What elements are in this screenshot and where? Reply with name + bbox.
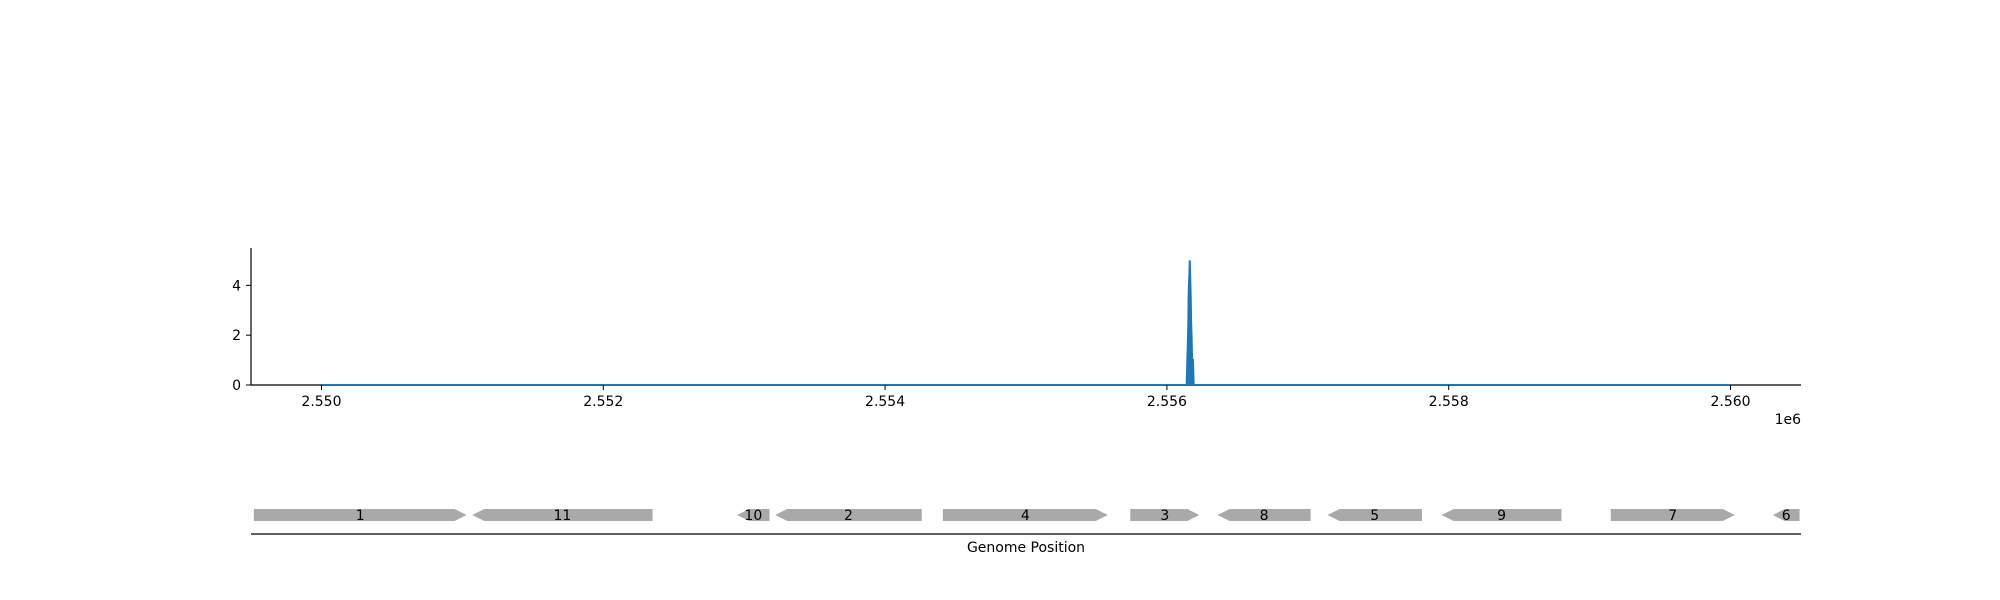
coverage-area bbox=[321, 260, 1731, 385]
x-axis-label: Genome Position bbox=[967, 540, 1085, 556]
coverage-plot: 2.550 2.552 2.554 2.556 2.558 2.560 0 2 4 1e6 bbox=[232, 248, 1801, 428]
y-tick-label: 0 bbox=[232, 378, 241, 394]
gene-arrow bbox=[1327, 509, 1422, 521]
x-tick-label: 2.558 bbox=[1429, 394, 1469, 410]
coverage-y-ticks: 0 2 4 bbox=[232, 278, 251, 394]
coverage-x-ticks: 2.550 2.552 2.554 2.556 2.558 2.560 bbox=[301, 385, 1751, 410]
gene-arrow bbox=[472, 509, 653, 521]
coverage-series bbox=[321, 260, 1731, 386]
gene-arrow bbox=[1217, 509, 1311, 521]
x-tick-label: 2.556 bbox=[1147, 394, 1187, 410]
y-tick-label: 4 bbox=[232, 278, 241, 294]
gene-label: 4 bbox=[1021, 508, 1030, 524]
x-tick-label: 2.550 bbox=[301, 394, 341, 410]
gene-arrow bbox=[1130, 509, 1200, 521]
coverage-line bbox=[321, 260, 1731, 386]
gene-arrow bbox=[253, 509, 467, 521]
gene-arrow bbox=[1441, 509, 1562, 521]
gene-label: 8 bbox=[1260, 508, 1269, 524]
gene-arrow bbox=[942, 509, 1108, 521]
gene-arrow bbox=[737, 509, 770, 521]
gene-label: 2 bbox=[844, 508, 853, 524]
gene-arrows: 1 11 10 2 4 3 8 5 9 7 6 bbox=[253, 508, 1800, 524]
gene-label: 10 bbox=[744, 508, 762, 524]
gene-arrow bbox=[775, 509, 922, 521]
gene-label: 7 bbox=[1668, 508, 1677, 524]
coverage-axes bbox=[250, 248, 1801, 386]
gene-label: 3 bbox=[1160, 508, 1169, 524]
gene-track: 1 11 10 2 4 3 8 5 9 7 6 Genome Position bbox=[251, 508, 1801, 556]
gene-arrow bbox=[1772, 509, 1800, 521]
gene-label: 5 bbox=[1370, 508, 1379, 524]
x-tick-label: 2.554 bbox=[865, 394, 905, 410]
y-tick-label: 2 bbox=[232, 328, 241, 344]
x-tick-label: 2.552 bbox=[583, 394, 623, 410]
gene-label: 1 bbox=[356, 508, 365, 524]
x-tick-label: 2.560 bbox=[1710, 394, 1750, 410]
gene-label: 9 bbox=[1497, 508, 1506, 524]
gene-label: 6 bbox=[1782, 508, 1791, 524]
x-offset-label: 1e6 bbox=[1775, 412, 1802, 428]
gene-arrow bbox=[1610, 509, 1735, 521]
gene-label: 11 bbox=[553, 508, 571, 524]
